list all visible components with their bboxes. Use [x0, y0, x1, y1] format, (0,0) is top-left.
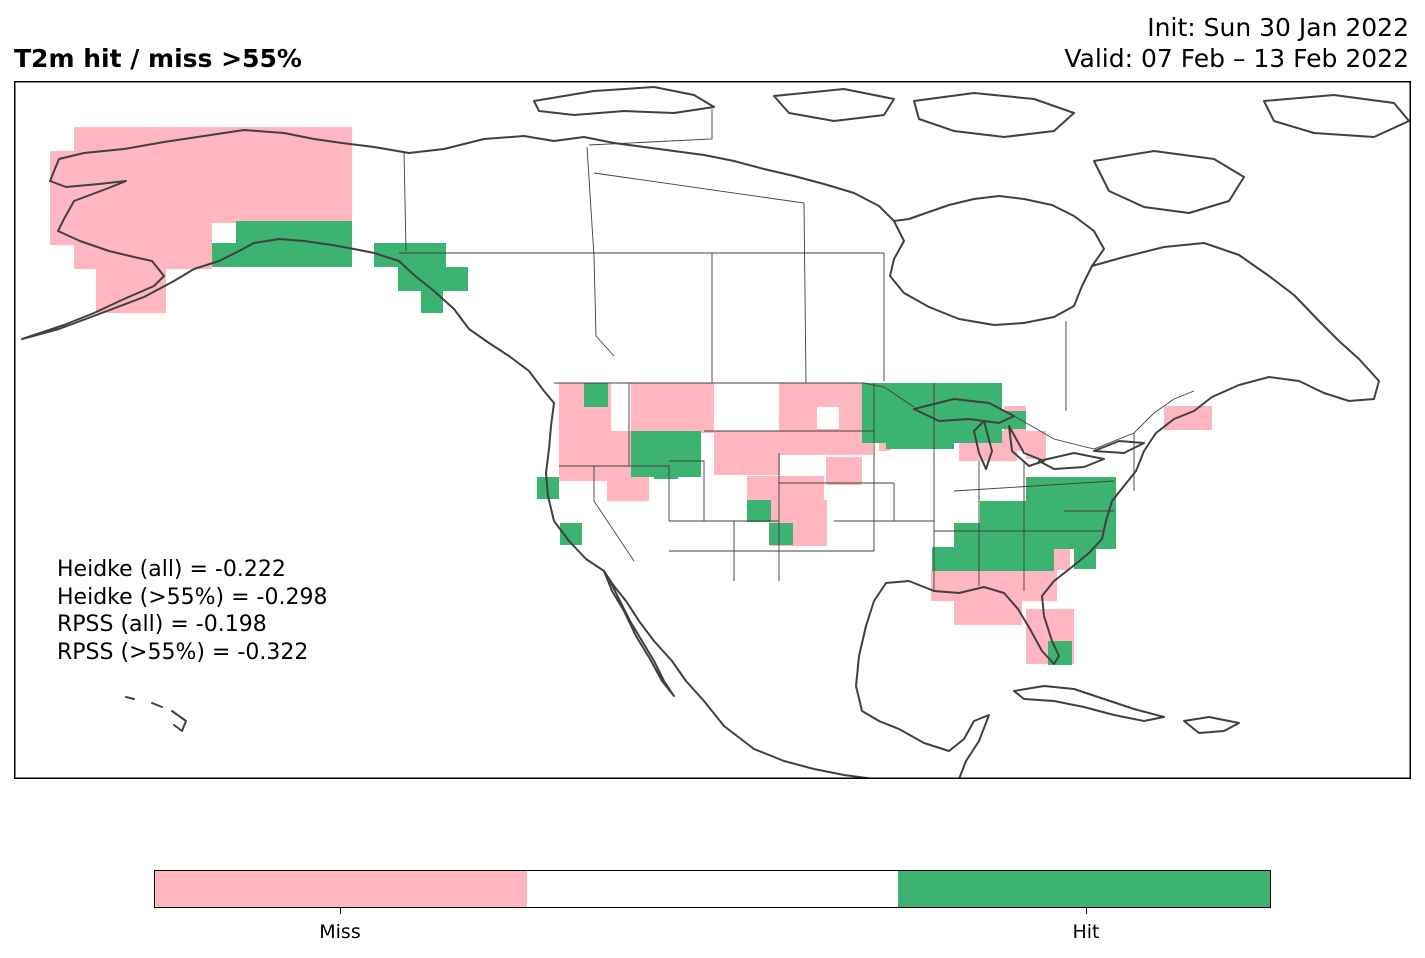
hit-cell — [747, 500, 771, 522]
heidke-all: Heidke (all) = -0.222 — [57, 557, 286, 582]
bc-coast — [353, 248, 555, 404]
rpss-all: RPSS (all) = -0.198 — [57, 612, 267, 637]
alaska-coast — [21, 129, 355, 340]
miss-cell — [50, 151, 74, 245]
hispaniola-coast — [1183, 716, 1240, 734]
miss-cell — [1026, 431, 1046, 459]
map-frame — [14, 81, 1411, 779]
hit-cell — [374, 243, 446, 267]
hawaii-coast — [125, 696, 187, 732]
colorbar-miss-segment — [155, 871, 527, 907]
miss-cell — [1164, 406, 1212, 430]
hit-cell — [932, 547, 1054, 571]
colorbar-label-miss: Miss — [319, 921, 361, 943]
hudson-bay-coast — [889, 195, 1105, 326]
colorbar-tick-miss — [340, 908, 341, 914]
colorbar-label-hit: Hit — [1072, 921, 1100, 943]
hit-cell — [421, 291, 443, 313]
colorbar-neutral-segment — [526, 871, 899, 907]
hit-cell — [236, 221, 352, 267]
west-coast — [545, 402, 875, 779]
hit-cell — [1026, 477, 1116, 505]
map-title: T2m hit / miss >55% — [14, 44, 302, 73]
miss-cell — [74, 127, 352, 223]
east-coast — [865, 376, 1325, 665]
arctic-islands — [533, 86, 1410, 214]
colorbar-tick-hit — [1086, 908, 1087, 914]
cuba-coast — [1013, 685, 1165, 722]
miss-cell — [826, 457, 862, 485]
hit-cell — [560, 523, 582, 545]
north-america-map — [14, 81, 1411, 779]
miss-cell — [931, 569, 1057, 601]
gulf-coast — [855, 625, 990, 779]
hit-cell — [584, 383, 608, 407]
hit-cell — [954, 523, 1114, 549]
colorbar-hit-segment — [898, 871, 1271, 907]
great-lakes — [913, 398, 1145, 470]
baja-coast — [603, 570, 675, 697]
hit-cell — [1002, 411, 1026, 429]
colorbar — [154, 870, 1271, 908]
miss-cell — [714, 431, 780, 475]
arctic-coast — [341, 135, 895, 222]
heidke-above-55: Heidke (>55%) = -0.298 — [57, 584, 328, 610]
valid-dates: Valid: 07 Feb – 13 Feb 2022 — [1064, 44, 1409, 73]
coastlines — [21, 86, 1410, 779]
labrador-coast — [1091, 242, 1380, 402]
hit-cell — [886, 419, 954, 449]
miss-cell — [559, 449, 607, 481]
hit-cell — [769, 523, 793, 545]
rpss-above-55: RPSS (>55%) = -0.322 — [57, 639, 309, 665]
verification-stats: Heidke (all) = -0.222 Heidke (>55%) = -0… — [57, 556, 327, 666]
init-date: Init: Sun 30 Jan 2022 — [1147, 13, 1409, 42]
miss-cell — [631, 383, 714, 433]
date-info: Init: Sun 30 Jan 2022 Valid: 07 Feb – 13… — [1064, 12, 1409, 74]
state-borders — [399, 109, 1195, 591]
hit-cell — [654, 461, 678, 479]
neutral-cell — [817, 407, 839, 429]
miss-cell — [954, 601, 1022, 625]
